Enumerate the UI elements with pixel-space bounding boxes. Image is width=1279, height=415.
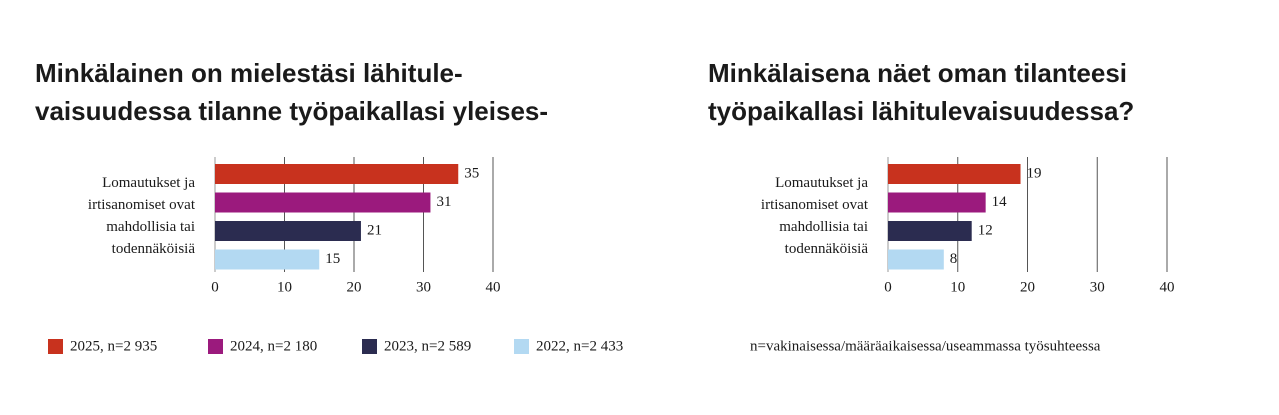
- x-tick-label: 30: [416, 279, 431, 295]
- value-label: 15: [325, 251, 340, 267]
- x-tick-label: 30: [1090, 279, 1105, 295]
- x-tick-label: 0: [211, 279, 219, 295]
- x-tick-label: 20: [1020, 279, 1035, 295]
- bar: [215, 192, 431, 213]
- value-label: 14: [992, 194, 1008, 210]
- legend-label: 2025, n=2 935: [70, 338, 157, 354]
- bar: [888, 221, 972, 241]
- value-label: 31: [436, 194, 451, 210]
- bar: [215, 249, 320, 270]
- legend-label: 2024, n=2 180: [230, 338, 317, 354]
- category-label-text: Lomautukset ja irtisanomiset ovat mahdol…: [87, 175, 195, 257]
- value-label: 19: [1027, 165, 1042, 181]
- bar: [888, 164, 1021, 184]
- chart-title: Minkälaisena näet oman tilanteesi: [708, 58, 1127, 88]
- category-label-text: Lomautukset ja irtisanomiset ovat mahdol…: [760, 175, 868, 257]
- bar: [215, 221, 361, 241]
- legend-swatch: [48, 339, 63, 354]
- x-tick-label: 40: [1160, 279, 1175, 295]
- x-tick-label: 0: [884, 279, 892, 295]
- x-tick-label: 40: [486, 279, 501, 295]
- x-tick-label: 20: [347, 279, 362, 295]
- bar: [215, 164, 459, 184]
- legend-label: 2022, n=2 433: [536, 338, 623, 354]
- bar: [888, 249, 944, 270]
- legend-swatch: [362, 339, 377, 354]
- chart-title: Minkälainen on mielestäsi lähitule-: [35, 58, 463, 88]
- legend-swatch: [208, 339, 223, 354]
- value-label: 12: [978, 222, 993, 238]
- category-label: Lomautukset ja irtisanomiset ovat mahdol…: [760, 175, 868, 257]
- bar: [888, 192, 986, 213]
- chart-title: vaisuudessa tilanne työpaikallasi yleise…: [35, 96, 548, 126]
- value-label: 35: [464, 165, 479, 181]
- chart-title: työpaikallasi lähitulevaisuudessa?: [708, 96, 1134, 126]
- footnote: n=vakinaisessa/määräaikaisessa/useammass…: [750, 338, 1101, 354]
- value-label: 8: [950, 251, 958, 267]
- legend-label: 2023, n=2 589: [384, 338, 471, 354]
- category-label: Lomautukset ja irtisanomiset ovat mahdol…: [87, 175, 195, 257]
- legend-swatch: [514, 339, 529, 354]
- x-tick-label: 10: [950, 279, 965, 295]
- x-tick-label: 10: [277, 279, 292, 295]
- value-label: 21: [367, 222, 382, 238]
